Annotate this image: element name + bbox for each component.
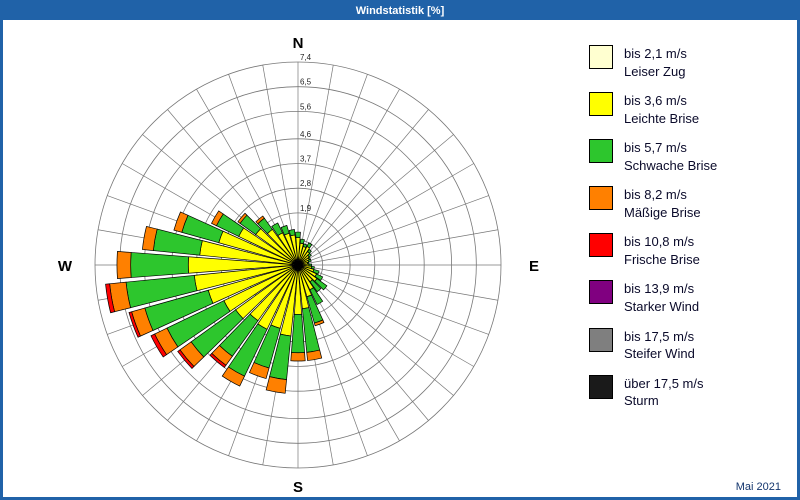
compass-label-south: S xyxy=(293,479,303,496)
wind-rose-segment xyxy=(306,261,310,265)
legend-class-name: Leichte Brise xyxy=(624,110,700,126)
wind-rose-segment xyxy=(314,278,328,291)
legend-label: bis 10,8 m/s Frische Brise xyxy=(624,233,700,268)
wind-rose-segment xyxy=(302,243,308,248)
legend-label: über 17,5 m/s Sturm xyxy=(624,375,704,410)
ring-label: 2,8 xyxy=(300,179,312,188)
legend-speed: bis 2,1 m/s xyxy=(624,46,687,61)
legend-item: über 17,5 m/s Sturm xyxy=(589,374,789,410)
wind-rose-segment xyxy=(307,248,312,254)
wind-rose-segment xyxy=(299,238,305,245)
wind-rose-segment xyxy=(237,212,248,224)
legend-swatch xyxy=(589,45,613,69)
legend-speed: bis 13,9 m/s xyxy=(624,281,695,297)
wind-rose-chart: N E S W 1,9 2,8 3,7 4,6 5,6 6,5 7,4 xyxy=(58,35,539,496)
wind-rose-segment xyxy=(290,352,306,362)
wind-rose-segment xyxy=(295,231,301,239)
wind-rose-segment xyxy=(248,362,270,379)
legend-speed: bis 8,2 m/s xyxy=(624,187,687,203)
wind-rose-segment xyxy=(255,215,265,225)
wind-rose-segment xyxy=(221,366,245,387)
wind-rose-segment xyxy=(291,313,305,354)
wind-rose-segment xyxy=(116,251,132,279)
legend-class-name: Steifer Wind xyxy=(624,346,695,362)
legend-label: bis 3,6 m/s Leichte Brise xyxy=(624,92,699,127)
wind-rose-segment xyxy=(271,222,283,237)
legend-class-name: Schwache Brise xyxy=(624,157,718,173)
ring-labels: 1,9 2,8 3,7 4,6 5,6 6,5 7,4 xyxy=(300,53,312,213)
legend-label: bis 17,5 m/s Steifer Wind xyxy=(624,328,695,363)
wind-rose-segment xyxy=(130,252,189,278)
legend-speed: über 17,5 m/s xyxy=(624,375,704,391)
wind-rose-segment xyxy=(288,229,296,237)
legend-item: bis 17,5 m/s Steifer Wind xyxy=(589,327,789,363)
compass-label-east: E xyxy=(529,258,539,275)
legend-class-name: Mäßige Brise xyxy=(624,204,701,220)
legend-item: bis 8,2 m/s Mäßige Brise xyxy=(589,186,789,221)
ring-label: 6,5 xyxy=(300,78,312,87)
legend-class-name: Leiser Zug xyxy=(624,63,686,79)
legend-item: bis 13,9 m/s Starker Wind xyxy=(589,280,789,315)
legend-label: bis 5,7 m/s Schwache Brise xyxy=(624,139,717,174)
legend: bis 2,1 m/s Leiser Zug bis 3,6 m/s Leichte … xyxy=(589,45,789,422)
wind-rose-segment xyxy=(309,287,324,306)
legend-speed: bis 3,6 m/s xyxy=(624,93,687,109)
legend-swatch xyxy=(589,280,613,305)
legend-item: bis 5,7 m/s Schwache Brise xyxy=(589,139,789,174)
ring-label: 5,6 xyxy=(300,102,312,111)
wind-rose-segment xyxy=(128,311,141,338)
ring-label: 7,4 xyxy=(300,53,312,62)
legend-swatch xyxy=(589,186,613,211)
wind-rose-segment xyxy=(150,333,168,358)
legend-item: bis 10,8 m/s Frische Brise xyxy=(589,233,789,268)
legend-swatch xyxy=(589,139,613,164)
legend-speed: bis 5,7 m/s xyxy=(624,140,687,156)
window-title: Windstatistik [%] xyxy=(3,3,797,20)
wind-rose-segment xyxy=(142,225,158,251)
legend-item: bis 2,1 m/s Leiser Zug xyxy=(589,45,789,80)
wind-rose-segment xyxy=(265,376,287,394)
legend-speed: bis 10,8 m/s xyxy=(624,234,695,250)
wind-rose-segment xyxy=(173,211,189,233)
wind-rose-bars xyxy=(105,210,328,394)
ring-label: 3,7 xyxy=(300,155,312,164)
wind-rose-segment xyxy=(309,279,322,293)
wind-rose-segment xyxy=(209,352,227,368)
wind-rose-segment xyxy=(306,349,323,361)
compass-label-west: W xyxy=(58,258,73,275)
wind-rose-segment xyxy=(306,242,313,249)
compass-label-north: N xyxy=(293,35,304,52)
wind-rose-segment xyxy=(105,283,116,314)
legend-label: bis 8,2 m/s Mäßige Brise xyxy=(624,186,701,221)
legend-label: bis 13,9 m/s Starker Wind xyxy=(624,280,699,315)
legend-class-name: Frische Brise xyxy=(624,251,700,267)
legend-speed: bis 17,5 m/s xyxy=(624,328,695,344)
wind-rose-segment xyxy=(313,319,325,327)
legend-swatch xyxy=(589,233,613,258)
wind-rose-segment xyxy=(312,269,320,275)
legend-swatch xyxy=(589,327,613,352)
legend-swatch xyxy=(589,92,613,117)
wind-rose-segment xyxy=(211,210,224,227)
report-month: Mai 2021 xyxy=(735,481,781,493)
legend-swatch xyxy=(589,374,613,399)
legend-class-name: Starker Wind xyxy=(624,299,700,315)
ring-label: 4,6 xyxy=(300,130,312,139)
wind-rose-segment xyxy=(177,349,195,369)
legend-item: bis 3,6 m/s Leichte Brise xyxy=(589,92,789,127)
wind-rose-segment xyxy=(314,273,324,281)
wind-rose-segment xyxy=(308,263,313,267)
ring-label: 1,9 xyxy=(300,204,312,213)
wind-rose-segment xyxy=(280,224,290,236)
legend-class-name: Sturm xyxy=(624,393,659,409)
legend-label: bis 2,1 m/s Leiser Zug xyxy=(624,45,687,80)
